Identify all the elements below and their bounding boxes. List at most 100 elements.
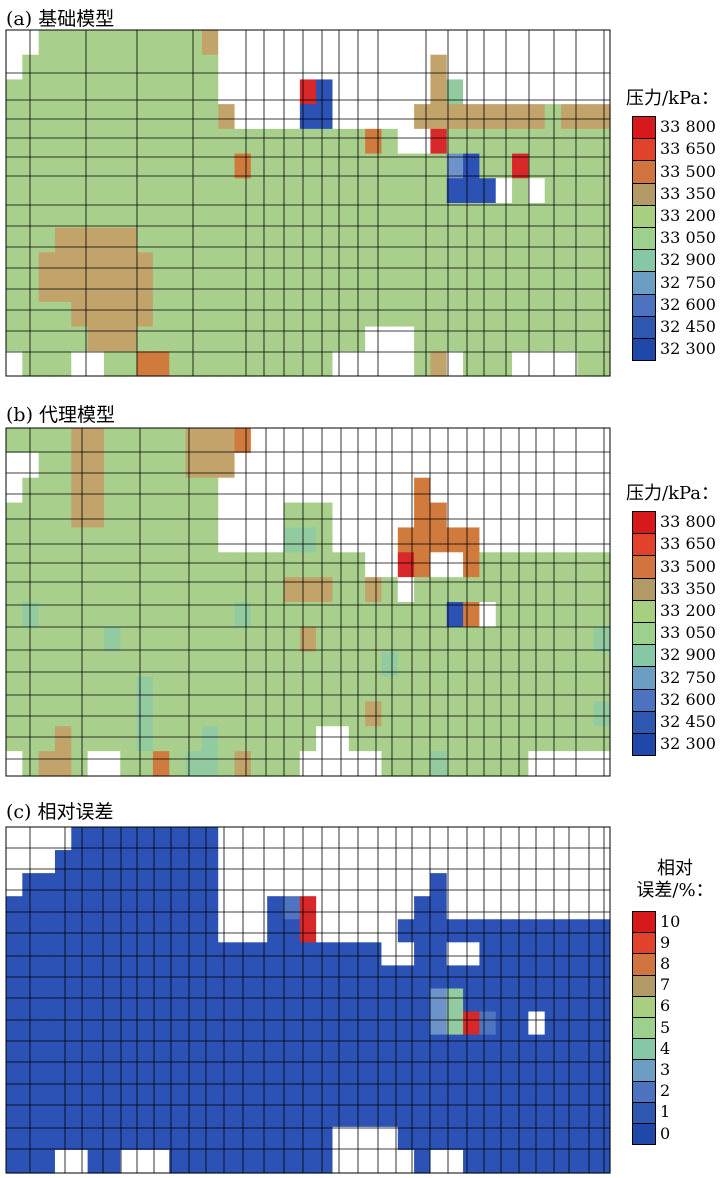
heatmap-cell [430, 602, 448, 628]
heatmap-cell [267, 153, 285, 179]
heatmap-cell [414, 351, 432, 377]
heatmap-cell [54, 751, 72, 777]
heatmap-cell [267, 602, 285, 628]
heatmap-cell [316, 452, 334, 479]
heatmap-cell [6, 104, 23, 130]
heatmap-cell [283, 79, 301, 105]
heatmap-cell [54, 602, 72, 628]
heatmap-cell [528, 602, 546, 628]
heatmap-cell [495, 919, 513, 943]
heatmap-cell [218, 54, 236, 81]
heatmap-cell [201, 896, 219, 920]
heatmap-cell [446, 919, 464, 943]
heatmap-cell [218, 277, 236, 303]
heatmap-cell [71, 30, 89, 56]
heatmap-cell [267, 942, 285, 966]
heatmap-cell [283, 988, 301, 1013]
heatmap-cell [201, 428, 219, 454]
heatmap-cell [103, 873, 121, 897]
heatmap-cell [136, 552, 154, 578]
heatmap-cell [120, 919, 138, 943]
heatmap-cell [381, 203, 399, 229]
heatmap-cell [528, 850, 546, 874]
heatmap-cell [332, 873, 350, 897]
colorbar-tick-label: 7 [660, 975, 671, 995]
heatmap-cell [446, 1103, 464, 1128]
heatmap-cell [299, 79, 317, 105]
heatmap-cell [528, 203, 546, 229]
heatmap-cell [6, 277, 23, 303]
heatmap-cell [528, 54, 546, 81]
colorbar-tick-label: 4 [660, 1038, 671, 1058]
heatmap-cell [561, 1011, 578, 1036]
heatmap-cell [397, 477, 415, 504]
heatmap-cell [6, 577, 23, 603]
heatmap-cell [479, 1103, 497, 1128]
heatmap-cell [495, 676, 513, 703]
heatmap-cell [544, 942, 562, 966]
heatmap-cell [6, 873, 23, 897]
heatmap-cell [103, 277, 121, 303]
heatmap-cell [463, 1057, 480, 1082]
heatmap-cell [381, 726, 399, 752]
heatmap-cell [544, 153, 562, 179]
heatmap-cell [577, 701, 595, 727]
heatmap-cell [103, 252, 121, 278]
heatmap-cell [561, 988, 578, 1013]
heatmap-cell [577, 676, 595, 703]
heatmap-cell [136, 873, 154, 897]
heatmap-cell [446, 751, 464, 777]
heatmap-cell [512, 203, 529, 229]
heatmap-cell [218, 676, 236, 703]
colorbar-tick-label: 33 500 [660, 556, 716, 576]
heatmap-cell [87, 1126, 105, 1151]
heatmap-cell [71, 1011, 89, 1036]
heatmap-cell [71, 351, 89, 377]
heatmap-cell [299, 30, 317, 56]
heatmap-cell [22, 203, 40, 229]
heatmap-cell [38, 104, 56, 130]
heatmap-cell [414, 942, 432, 966]
heatmap-cell [316, 79, 334, 105]
heatmap-cell [152, 626, 170, 653]
heatmap-cell [332, 301, 350, 328]
heatmap-cell [201, 626, 219, 653]
heatmap-cell [267, 452, 285, 479]
heatmap-cell [577, 1011, 595, 1036]
heatmap-cell [120, 153, 138, 179]
heatmap-cell [495, 896, 513, 920]
heatmap-cell [593, 988, 611, 1013]
heatmap-cell [463, 942, 480, 966]
heatmap-cell [365, 988, 383, 1013]
heatmap-cell [365, 502, 383, 529]
heatmap-cell [561, 1126, 578, 1151]
heatmap-cell [201, 79, 219, 105]
heatmap-cell [54, 79, 72, 105]
heatmap-cell [185, 301, 203, 328]
heatmap-cell [120, 896, 138, 920]
heatmap-cell [561, 1149, 578, 1174]
heatmap-cell [397, 1011, 415, 1036]
heatmap-cell [152, 552, 170, 578]
colorbar-tick-label: 10 [660, 911, 681, 931]
heatmap-cell [136, 326, 154, 352]
heatmap-cell [234, 676, 252, 703]
heatmap-cell [316, 1103, 334, 1128]
heatmap-cell [348, 153, 366, 179]
heatmap-frame [5, 29, 611, 377]
heatmap-cell [283, 301, 301, 328]
heatmap-cell [152, 919, 170, 943]
colorbar-tick-label: 33 650 [660, 534, 716, 554]
heatmap-cell [267, 873, 285, 897]
heatmap-cell [283, 252, 301, 278]
heatmap-cell [185, 701, 203, 727]
heatmap-cell [414, 104, 432, 130]
heatmap-cell [446, 527, 464, 553]
heatmap-cell [463, 919, 480, 943]
heatmap-cell [103, 827, 121, 851]
heatmap-cell [6, 676, 23, 703]
heatmap-cell [250, 873, 268, 897]
heatmap-cell [234, 428, 252, 454]
heatmap-cell [414, 676, 432, 703]
colorbar-tick-label: 33 350 [660, 183, 716, 203]
